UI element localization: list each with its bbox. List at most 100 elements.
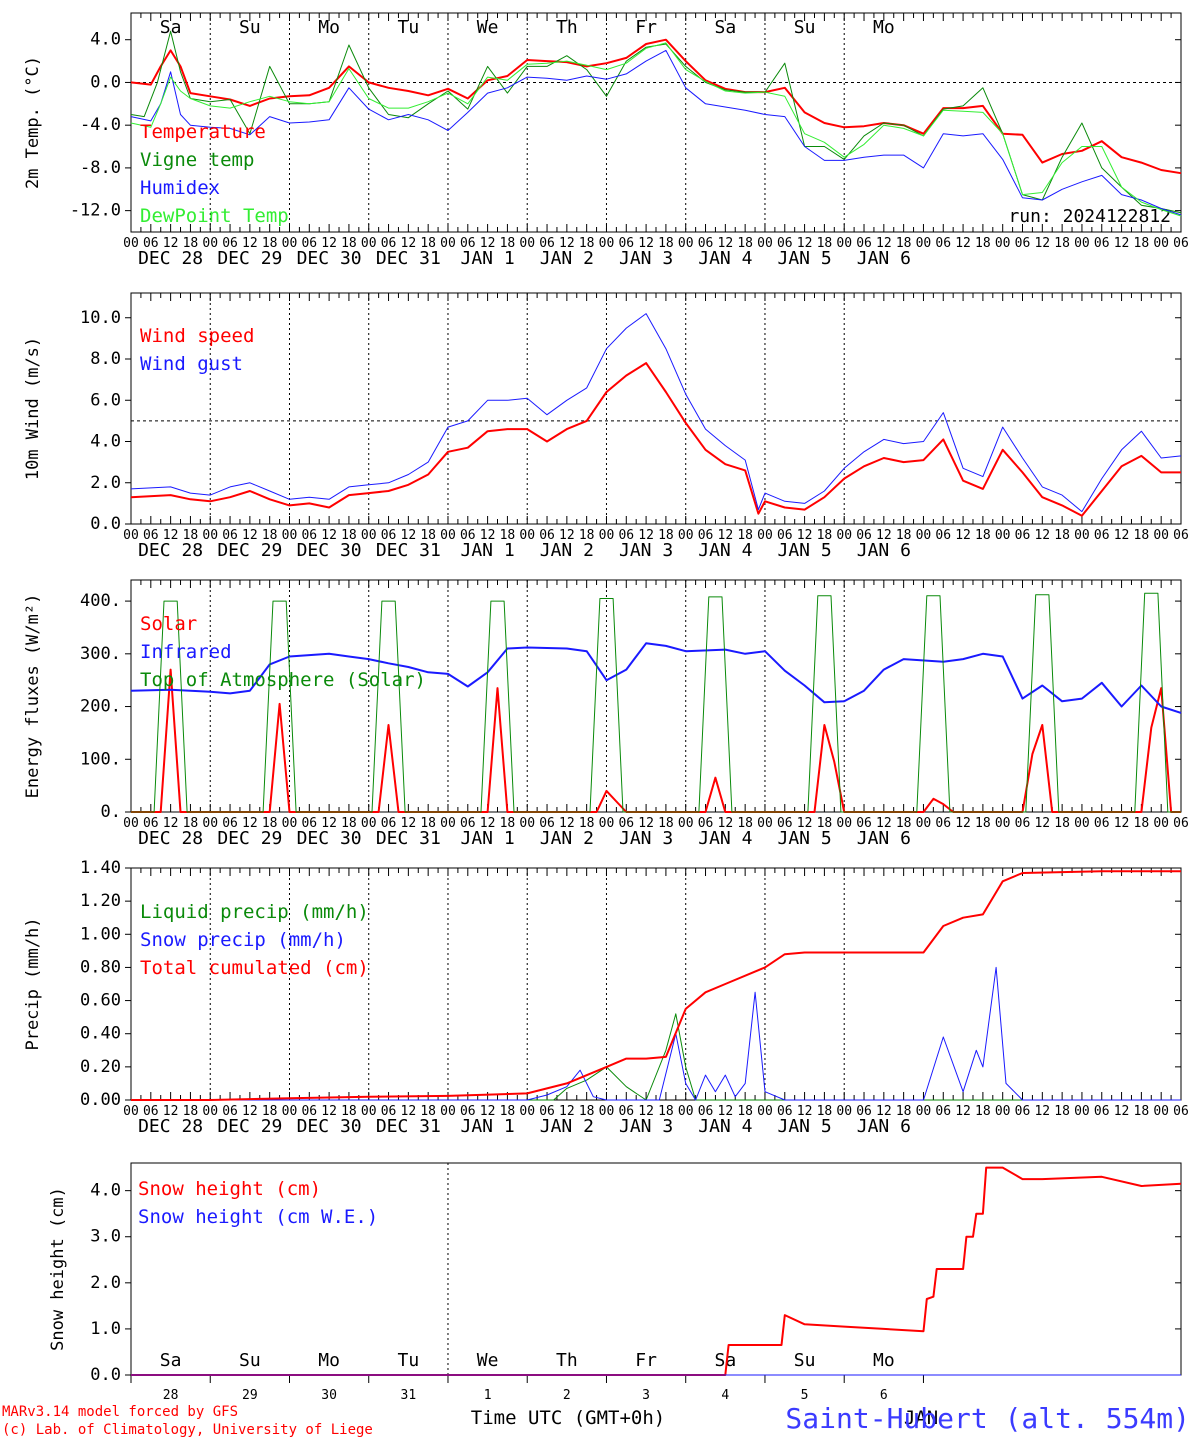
hour-label: 00 [757,528,773,543]
hour-label: 18 [975,816,991,831]
date-label: DEC 31 [376,828,441,849]
weekday-label: Th [556,1350,578,1371]
y-tick-label: 1.20 [80,891,121,911]
hour-label: 00 [678,528,694,543]
hour-label: 18 [500,816,516,831]
legend-entry: Temperature [140,121,266,143]
series-total-cumulated-cm [131,870,1181,1101]
hour-label: 00 [361,528,377,543]
hour-label: 00 [282,236,298,251]
hour-label: 18 [896,236,912,251]
hour-label: 06 [856,1104,872,1119]
hour-label: 06 [143,236,159,251]
hour-label: 06 [777,528,793,543]
hour-label: 18 [341,528,357,543]
y-axis-label: Precip (mm/h) [23,917,43,1050]
hour-label: 00 [916,816,932,831]
hour-label: 12 [876,236,892,251]
legend-entry: Top of Atmosphere (Solar) [140,669,426,691]
hour-label: 06 [222,1104,238,1119]
legend-entry: Snow precip (mm/h) [140,929,346,951]
date-label: DEC 30 [297,540,362,561]
weekday-label: Su [239,17,261,38]
date-label: JAN 2 [540,248,594,269]
hour-label: 12 [876,1104,892,1119]
y-tick-label: 100. [80,749,121,769]
hour-label: 00 [361,1104,377,1119]
y-tick-label: 4.0 [90,1181,121,1201]
series-liquid-precip-mm-h [131,1013,1181,1101]
hour-label: 00 [123,816,139,831]
hour-label: 00 [599,528,615,543]
hour-label: 00 [995,528,1011,543]
hour-label: 00 [1074,1104,1090,1119]
hour-label: 12 [797,236,813,251]
hour-label: 00 [440,236,456,251]
date-label: DEC 28 [138,540,203,561]
date-label: JAN 2 [540,540,594,561]
hour-label: 18 [420,1104,436,1119]
hour-label: 18 [1134,1104,1150,1119]
hour-label: 00 [519,1104,535,1119]
series-solar [131,668,1181,813]
legend-entry: DewPoint Temp [140,205,289,227]
hour-label: 18 [658,528,674,543]
y-tick-label: -12.0 [70,201,121,221]
hour-label: 00 [202,1104,218,1119]
hour-label: 00 [1074,528,1090,543]
hour-label: 18 [1134,528,1150,543]
hour-label: 12 [955,1104,971,1119]
hour-label: 06 [1173,816,1189,831]
hour-label: 00 [519,816,535,831]
hour-label: 06 [381,236,397,251]
hour-label: 06 [222,816,238,831]
date-label: DEC 31 [376,1116,441,1137]
hour-label: 06 [618,528,634,543]
hour-label: 06 [935,816,951,831]
hour-label: 06 [143,1104,159,1119]
series-wind-gust [130,313,1182,513]
precip-panel: 00 06 12 18 00 06 12 18 00 06 12 18 00 06 12 18 00 06 12 18… [23,858,1189,1137]
hour-label: 12 [1034,1104,1050,1119]
date-label: DEC 28 [138,1116,203,1137]
date-label: DEC 30 [297,248,362,269]
hour-label: 06 [698,1104,714,1119]
hour-label: 00 [202,528,218,543]
hour-label: 00 [995,1104,1011,1119]
y-tick-label: 4.0 [90,432,121,452]
hour-label: 12 [163,816,179,831]
hour-label: 00 [599,816,615,831]
hour-label: 00 [440,528,456,543]
y-tick-label: 4.0 [90,30,121,50]
hour-label: 06 [777,816,793,831]
date-label: JAN 1 [461,540,515,561]
hour-label: 06 [539,816,555,831]
hour-label: 06 [301,816,317,831]
date-label: JAN 5 [777,248,831,269]
hour-label: 00 [995,236,1011,251]
hour-label: 06 [460,236,476,251]
y-tick-label: 200. [80,697,121,717]
hour-label: 06 [1015,816,1031,831]
hour-label: 18 [975,1104,991,1119]
date-label: DEC 30 [297,1116,362,1137]
legend-entry: Solar [140,613,197,635]
hour-label: 18 [183,816,199,831]
hour-label: 18 [341,816,357,831]
wind-frame [130,292,1182,525]
hour-label: 00 [519,236,535,251]
legend-entry: Vigne temp [140,149,254,171]
hour-label: 18 [341,1104,357,1119]
date-label: DEC 31 [376,540,441,561]
date-label: JAN 6 [857,828,911,849]
hour-label: 12 [955,236,971,251]
hour-label: 12 [321,528,337,543]
hour-label: 00 [202,236,218,251]
hour-label: 00 [1153,528,1169,543]
y-tick-label: 0.0 [90,1365,121,1385]
hour-label: 00 [1153,1104,1169,1119]
hour-label: 18 [579,236,595,251]
date-label: JAN 5 [777,1116,831,1137]
hour-label: 00 [916,1104,932,1119]
weekday-label: Mo [873,17,895,38]
